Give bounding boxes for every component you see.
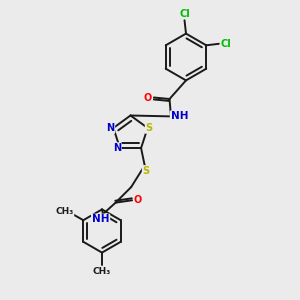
Text: N: N (113, 143, 121, 153)
Text: CH₃: CH₃ (55, 207, 74, 216)
Text: O: O (134, 195, 142, 205)
Text: NH: NH (92, 214, 109, 224)
Text: CH₃: CH₃ (93, 267, 111, 276)
Text: NH: NH (171, 111, 188, 122)
Text: N: N (106, 123, 114, 133)
Text: S: S (142, 166, 150, 176)
Text: Cl: Cl (179, 8, 190, 19)
Text: O: O (144, 92, 152, 103)
Text: Cl: Cl (221, 39, 231, 49)
Text: S: S (146, 123, 153, 133)
